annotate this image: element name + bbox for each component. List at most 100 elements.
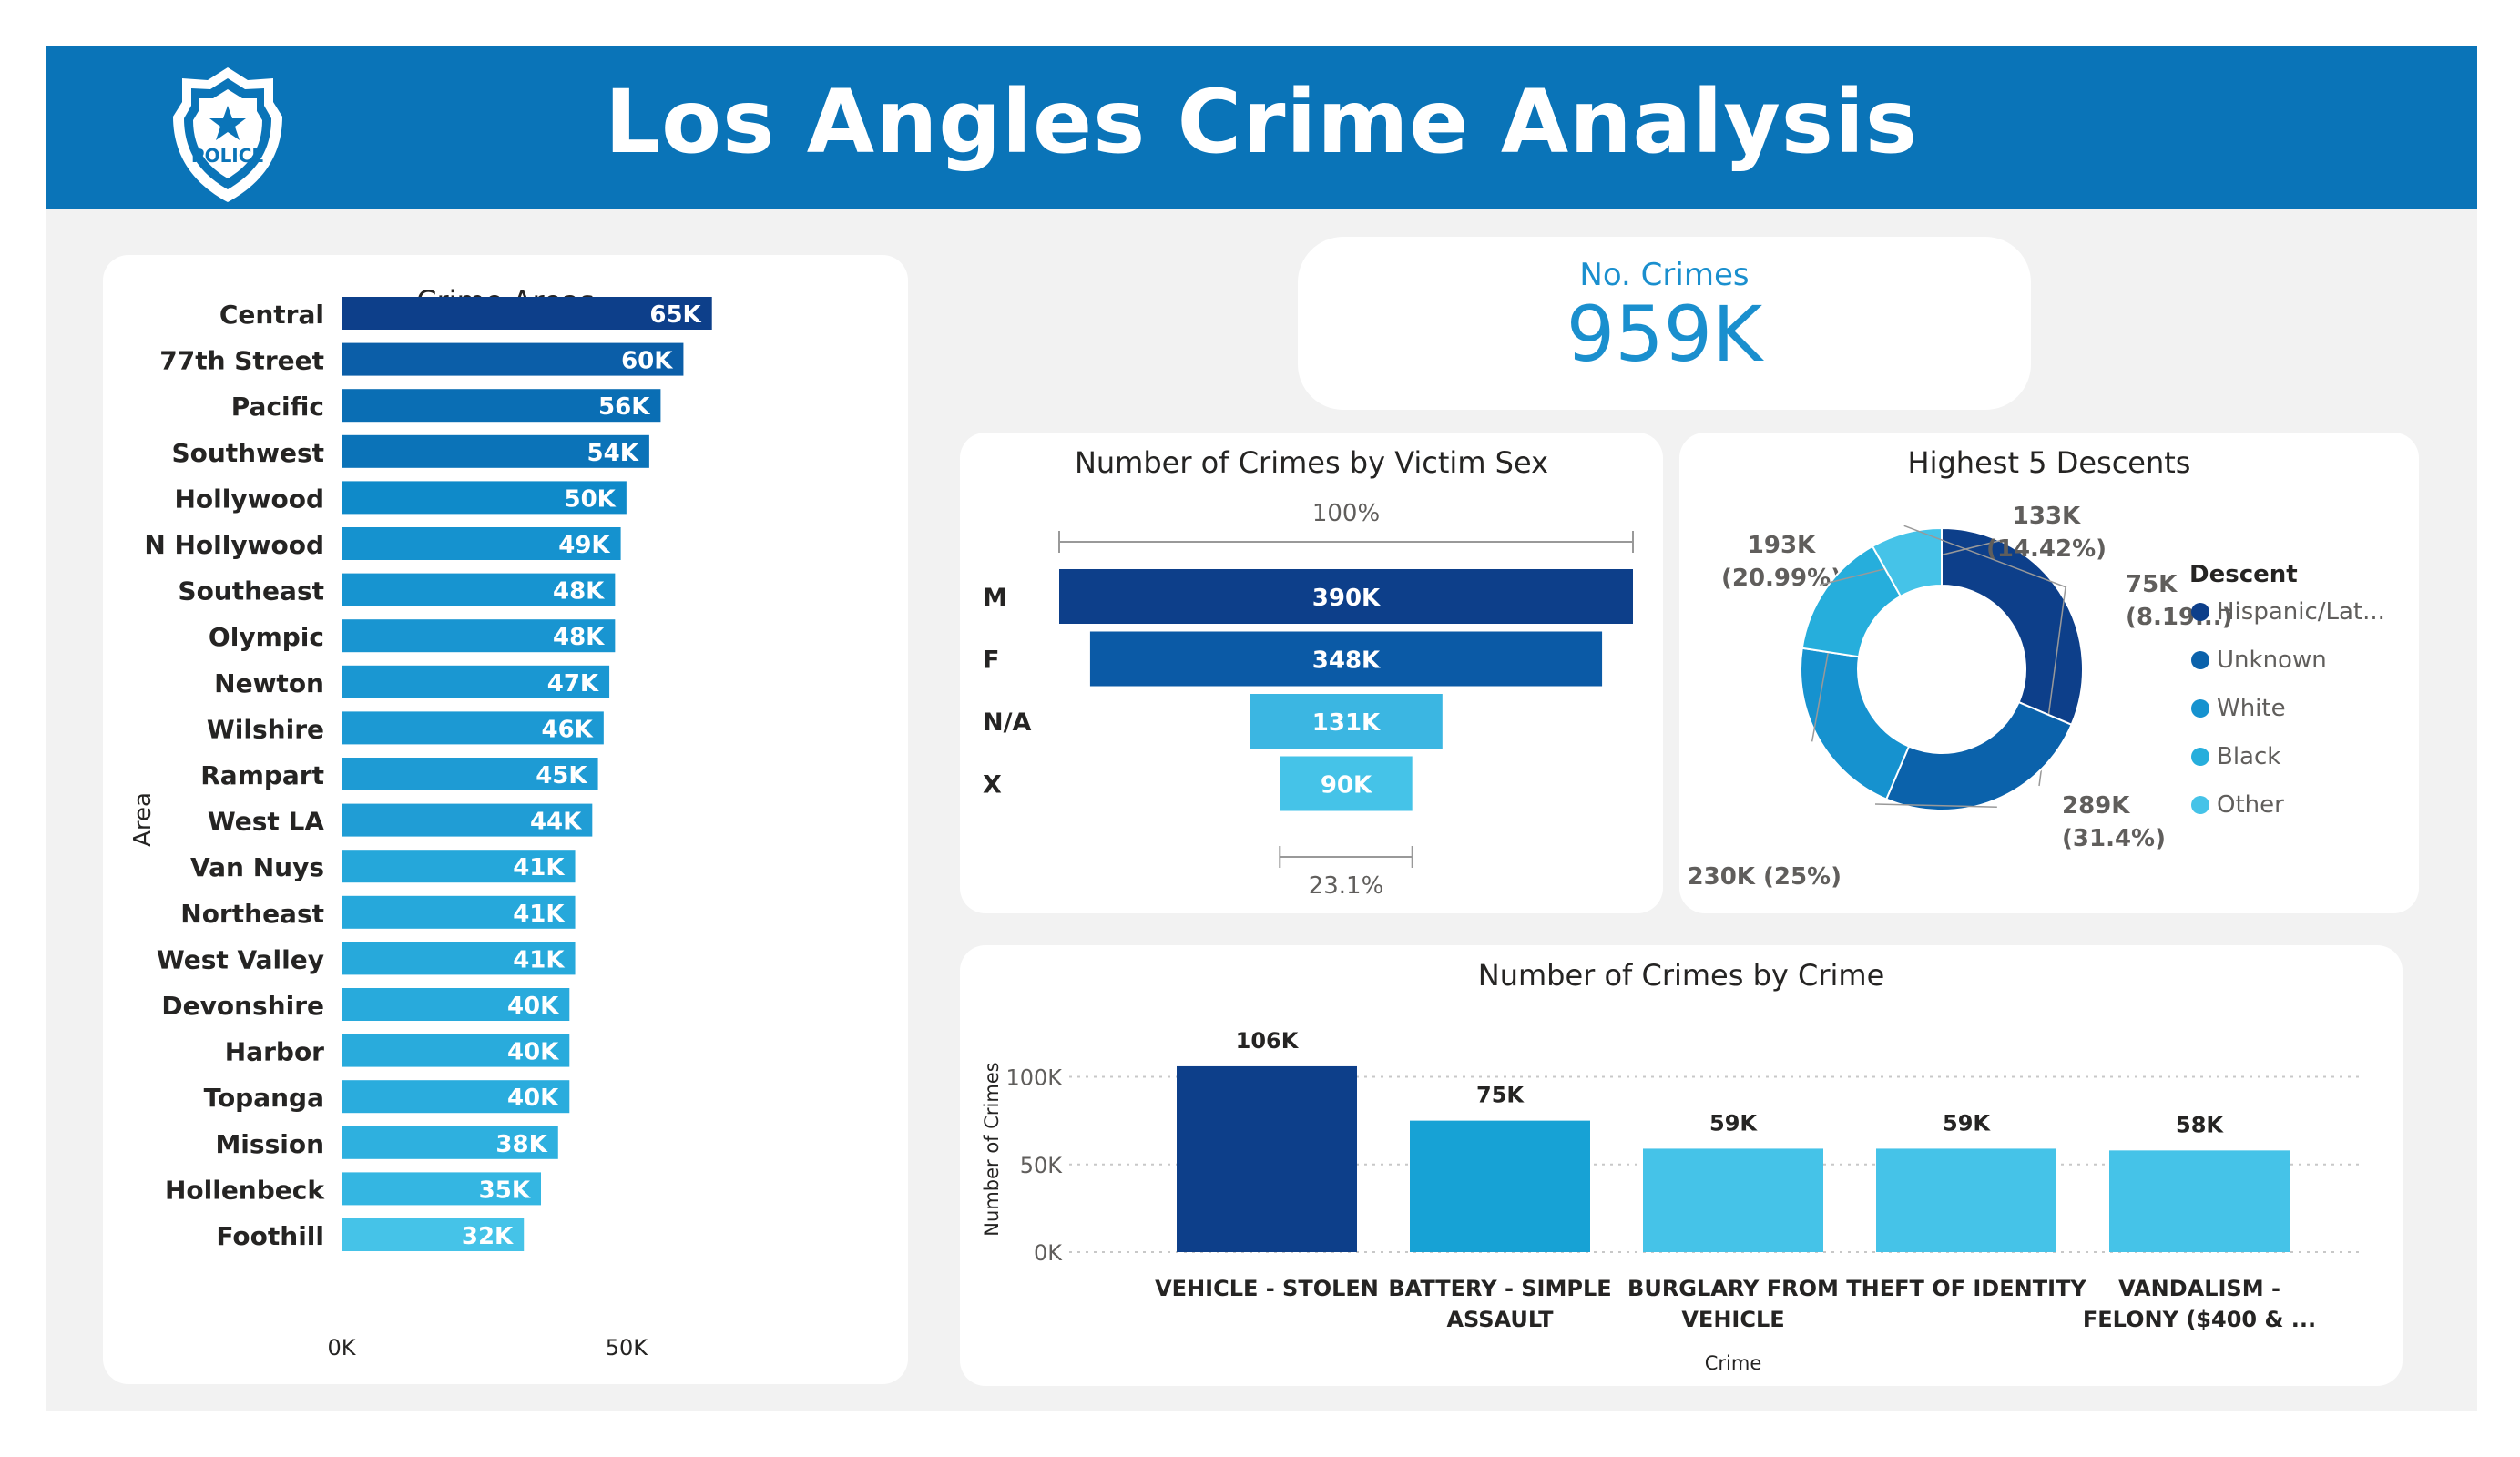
area-bar[interactable] — [342, 297, 712, 330]
funnel-bar[interactable] — [1280, 756, 1413, 811]
area-bar-label: 46K — [541, 716, 593, 743]
area-category-label: Northeast — [180, 899, 324, 929]
crime-bar[interactable] — [1876, 1148, 2056, 1252]
donut-legend-label[interactable]: Black — [2217, 743, 2280, 770]
area-category-label: Newton — [214, 668, 324, 698]
crime-bar[interactable] — [1643, 1148, 1823, 1252]
area-category-label: N Hollywood — [144, 530, 324, 560]
funnel-bar[interactable] — [1059, 569, 1633, 624]
crime-bar[interactable] — [1410, 1120, 1590, 1252]
area-category-label: Hollywood — [175, 484, 325, 514]
area-bar[interactable] — [342, 711, 604, 745]
area-bar-label: 48K — [553, 624, 605, 651]
funnel-bar[interactable] — [1250, 694, 1443, 749]
crime-bar-label: 59K — [1943, 1110, 1991, 1136]
donut-slice[interactable] — [1800, 647, 1911, 800]
descents-donut: 289K (31.4%) 230K (25%) 193K (20.99%) 133K (14… — [1688, 503, 2385, 891]
crime-bar[interactable] — [2109, 1150, 2290, 1252]
area-bar[interactable] — [342, 1080, 570, 1114]
area-bar[interactable] — [342, 1172, 541, 1206]
victim-sex-card: Number of Crimes by Victim Sex 100% M 390K… — [960, 433, 1663, 913]
donut-data-label: (31.4%) — [2062, 825, 2166, 852]
funnel-top-pct: 100% — [1312, 500, 1380, 527]
area-bar-label: 32K — [462, 1223, 514, 1250]
crime-category-label: THEFT OF IDENTITY — [1846, 1276, 2086, 1301]
area-bar-label: 48K — [553, 578, 605, 606]
donut-legend-swatch — [2191, 699, 2209, 718]
crime-bar-label: 75K — [1476, 1083, 1525, 1108]
crime-category-label: ASSAULT — [1446, 1307, 1554, 1332]
area-x-tick: 0K — [327, 1335, 356, 1360]
area-bar[interactable] — [342, 389, 661, 423]
area-bar-label: 38K — [495, 1131, 547, 1158]
crime-category-label: VEHICLE — [1681, 1307, 1784, 1332]
header-bar: POLICE Los Angles Crime Analysis — [46, 46, 2477, 209]
area-bar[interactable] — [342, 895, 576, 929]
victim-sex-funnel: 100% M 390K F 348K N/A 131K X 90K 23.1% — [983, 500, 1634, 900]
donut-data-label: (20.99%) — [1721, 565, 1842, 592]
donut-legend-label[interactable]: White — [2217, 695, 2286, 722]
area-axis-label: Area — [129, 792, 157, 847]
area-bar-label: 65K — [649, 301, 701, 329]
donut-legend-swatch — [2191, 796, 2209, 814]
crime-category-label: BURGLARY FROM — [1627, 1276, 1839, 1301]
area-bar[interactable] — [342, 942, 576, 975]
dashboard-canvas: POLICE Los Angles Crime Analysis Crime A… — [46, 46, 2477, 1411]
area-bar[interactable] — [342, 342, 684, 376]
funnel-category-label: N/A — [983, 708, 1031, 737]
kpi-value: 959K — [1566, 290, 1763, 379]
area-category-label: Mission — [215, 1129, 324, 1159]
police-badge-icon: POLICE — [173, 67, 282, 202]
badge-text: POLICE — [191, 145, 264, 167]
crime-category-label: VANDALISM - — [2118, 1276, 2280, 1301]
page-title: Los Angles Crime Analysis — [605, 71, 1918, 173]
area-bar[interactable] — [342, 665, 610, 698]
area-bar[interactable] — [342, 850, 576, 883]
area-bar-label: 56K — [598, 393, 650, 421]
donut-legend-label[interactable]: Other — [2217, 791, 2284, 819]
crime-x-axis-label: Crime — [1705, 1352, 1762, 1374]
funnel-bar-label: 90K — [1321, 772, 1372, 800]
area-category-label: Wilshire — [207, 714, 324, 744]
funnel-bar-label: 131K — [1312, 709, 1381, 737]
crime-category-label: FELONY ($400 & ... — [2083, 1307, 2316, 1332]
funnel-bar[interactable] — [1089, 631, 1603, 687]
area-bar[interactable] — [342, 481, 627, 515]
area-category-label: Southwest — [171, 438, 324, 468]
donut-legend-label[interactable]: Hispanic/Lat... — [2217, 598, 2385, 626]
area-category-label: Pacific — [231, 392, 324, 422]
donut-legend-label[interactable]: Unknown — [2217, 647, 2327, 674]
crime-bar[interactable] — [1177, 1065, 1357, 1252]
area-bar-label: 40K — [507, 1085, 559, 1112]
area-category-label: Harbor — [225, 1037, 324, 1067]
crime-y-tick: 0K — [1034, 1240, 1063, 1266]
area-bar[interactable] — [342, 1126, 558, 1159]
area-bar-label: 41K — [513, 901, 565, 928]
area-bar[interactable] — [342, 803, 593, 837]
area-bar[interactable] — [342, 527, 621, 560]
area-category-label: Hollenbeck — [165, 1175, 325, 1205]
area-bar-label: 50K — [565, 485, 617, 513]
crime-bar-label: 106K — [1236, 1028, 1300, 1054]
area-bar[interactable] — [342, 1218, 525, 1251]
area-bar[interactable] — [342, 758, 598, 790]
area-bar[interactable] — [342, 1034, 570, 1067]
area-bar-label: 41K — [513, 854, 565, 881]
donut-slice[interactable] — [1941, 526, 2084, 727]
funnel-category-label: F — [983, 647, 999, 675]
area-category-label: Olympic — [209, 622, 324, 652]
area-bar-label: 47K — [547, 670, 599, 698]
area-bar[interactable] — [342, 573, 616, 606]
kpi-card: No. Crimes 959K — [1298, 237, 2031, 410]
victim-sex-title: Number of Crimes by Victim Sex — [1074, 445, 1549, 480]
area-category-label: Central — [219, 300, 324, 330]
kpi-label: No. Crimes — [1579, 257, 1750, 293]
descents-card: Highest 5 Descents 289K (31.4%) 230K (25%)… — [1679, 433, 2419, 913]
crime-y-tick: 100K — [1005, 1065, 1063, 1091]
area-bar[interactable] — [342, 619, 616, 653]
area-bar[interactable] — [342, 988, 570, 1021]
donut-slice[interactable] — [1884, 700, 2073, 811]
area-bar[interactable] — [342, 434, 649, 468]
donut-slice[interactable] — [1871, 526, 1943, 598]
